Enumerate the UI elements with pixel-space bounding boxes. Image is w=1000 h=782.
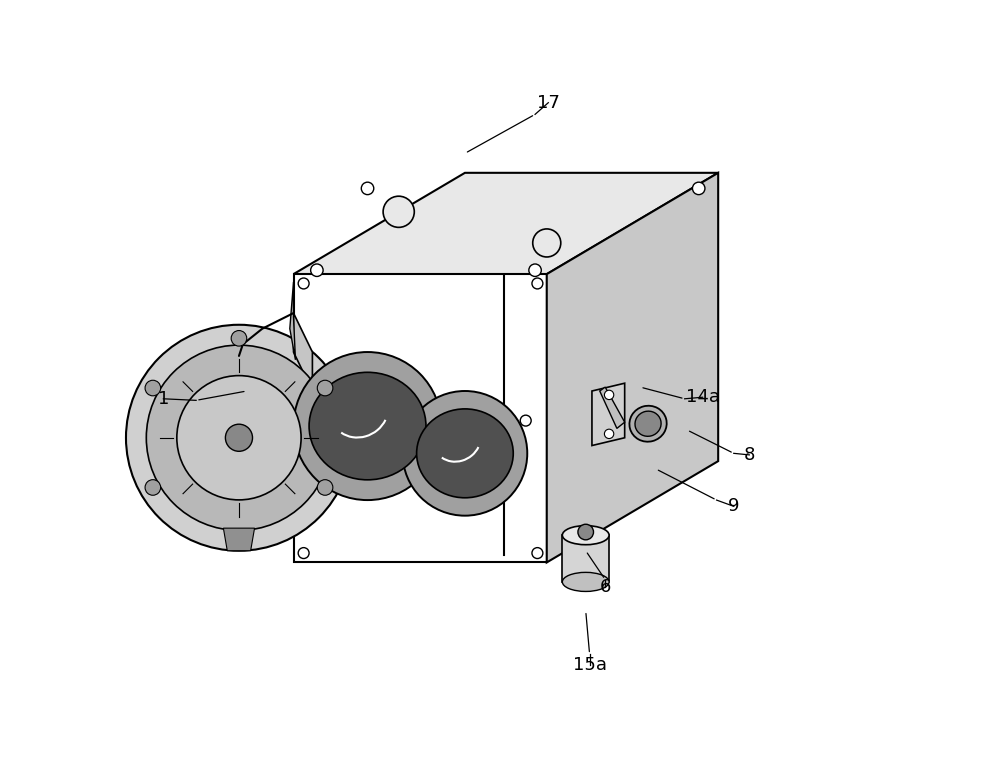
Text: 14a: 14a [686, 388, 720, 406]
Ellipse shape [562, 572, 609, 591]
Polygon shape [294, 313, 312, 391]
Circle shape [317, 479, 333, 495]
Ellipse shape [629, 406, 667, 442]
Circle shape [692, 182, 705, 195]
Text: 8: 8 [744, 446, 755, 464]
Ellipse shape [403, 391, 527, 515]
Circle shape [578, 524, 594, 540]
Polygon shape [600, 387, 625, 429]
Polygon shape [547, 173, 718, 562]
Circle shape [231, 331, 247, 346]
Ellipse shape [417, 409, 513, 498]
Circle shape [298, 278, 309, 289]
Circle shape [604, 429, 614, 439]
Circle shape [225, 424, 253, 451]
Polygon shape [592, 383, 625, 446]
Circle shape [383, 196, 414, 228]
Circle shape [529, 264, 541, 277]
Text: 15a: 15a [573, 656, 607, 674]
Circle shape [532, 547, 543, 558]
Circle shape [126, 325, 352, 551]
Circle shape [604, 390, 614, 400]
Circle shape [177, 375, 301, 500]
Circle shape [231, 529, 247, 545]
Ellipse shape [562, 526, 609, 545]
Circle shape [145, 380, 161, 396]
Polygon shape [290, 282, 295, 360]
Circle shape [145, 479, 161, 495]
Circle shape [298, 547, 309, 558]
Polygon shape [294, 274, 547, 562]
Circle shape [532, 278, 543, 289]
Circle shape [361, 182, 374, 195]
Ellipse shape [309, 372, 426, 480]
Ellipse shape [294, 352, 442, 500]
Circle shape [533, 229, 561, 257]
Circle shape [311, 264, 323, 277]
Text: 6: 6 [600, 579, 611, 597]
Ellipse shape [635, 411, 661, 436]
Polygon shape [223, 528, 255, 551]
Circle shape [146, 345, 332, 530]
Polygon shape [294, 173, 718, 274]
Circle shape [317, 380, 333, 396]
Circle shape [520, 415, 531, 426]
Text: 17: 17 [537, 94, 560, 112]
Text: 9: 9 [728, 497, 740, 515]
Text: 1: 1 [158, 389, 169, 407]
Polygon shape [562, 535, 609, 582]
